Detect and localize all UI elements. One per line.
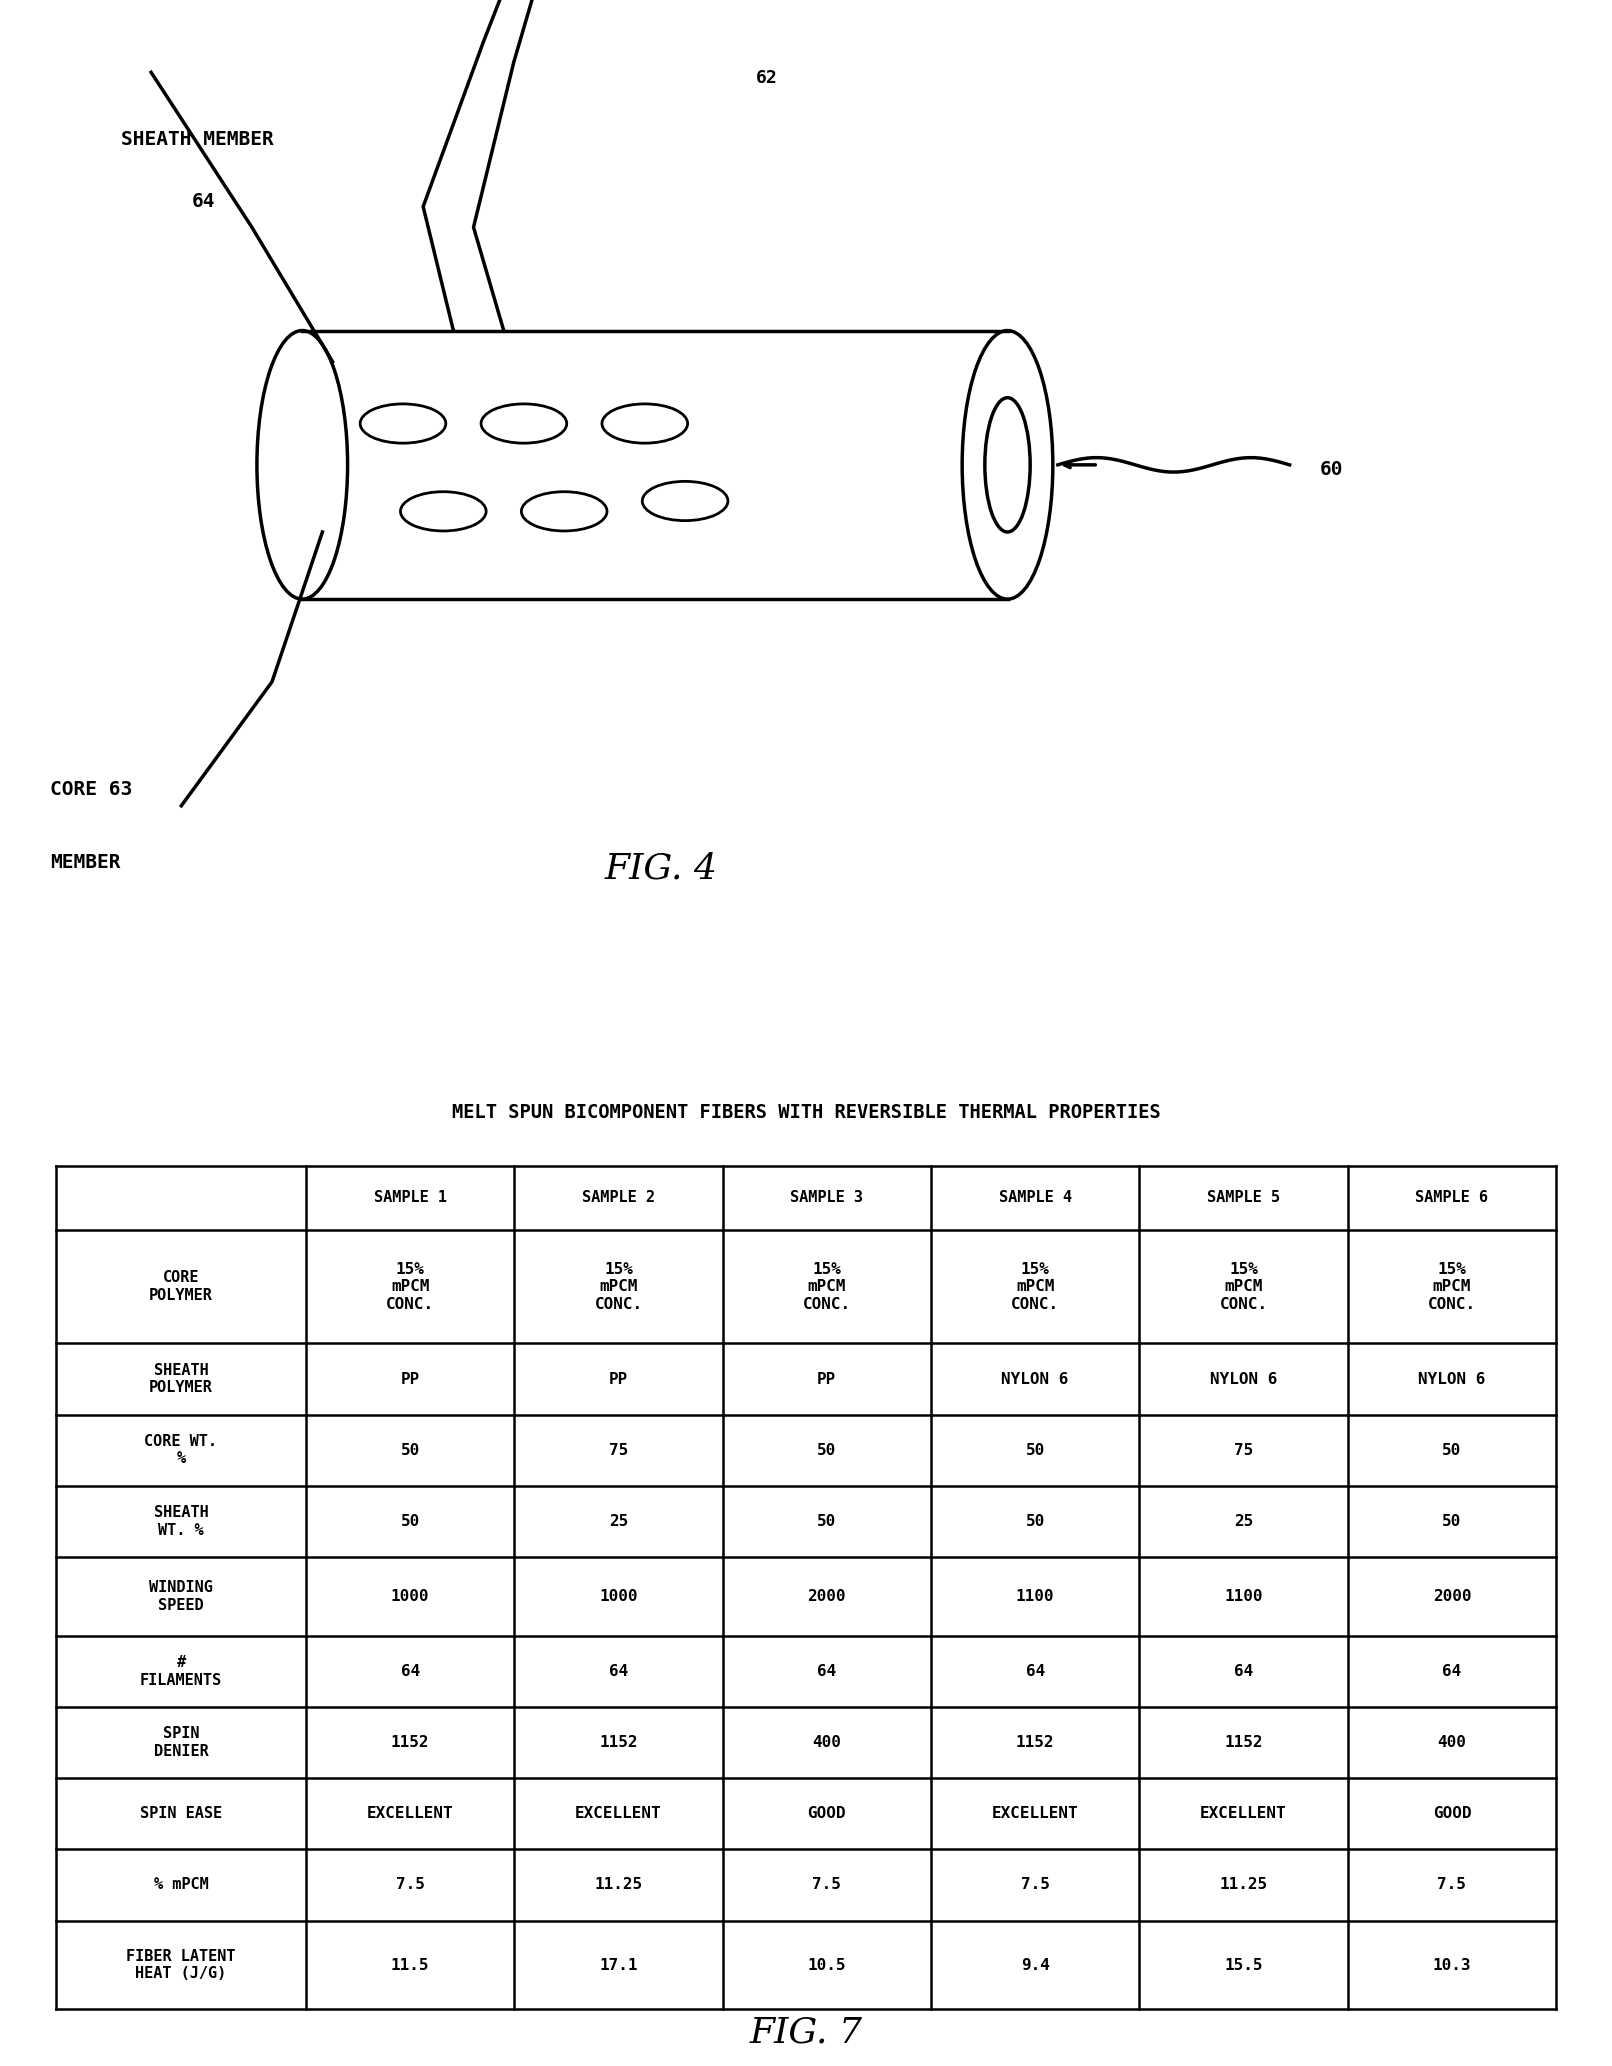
Text: CORE WT.
%: CORE WT. % bbox=[145, 1434, 218, 1467]
Text: 7.5: 7.5 bbox=[812, 1878, 841, 1892]
Text: 1152: 1152 bbox=[1016, 1735, 1054, 1750]
Text: NYLON 6: NYLON 6 bbox=[1001, 1372, 1069, 1386]
Text: 15%
mPCM
CONC.: 15% mPCM CONC. bbox=[385, 1262, 434, 1312]
Text: MELT SPUN BICOMPONENT FIBERS WITH REVERSIBLE THERMAL PROPERTIES: MELT SPUN BICOMPONENT FIBERS WITH REVERS… bbox=[451, 1103, 1161, 1122]
Text: FIG. 4: FIG. 4 bbox=[604, 851, 717, 884]
Text: 50: 50 bbox=[1443, 1442, 1462, 1459]
Text: 50: 50 bbox=[817, 1514, 837, 1529]
Text: 60: 60 bbox=[1320, 461, 1343, 479]
Text: NYLON 6: NYLON 6 bbox=[1211, 1372, 1277, 1386]
Text: 64: 64 bbox=[192, 192, 214, 211]
Text: 400: 400 bbox=[812, 1735, 841, 1750]
Text: SHEATH
POLYMER: SHEATH POLYMER bbox=[148, 1364, 213, 1395]
Text: PP: PP bbox=[400, 1372, 419, 1386]
Text: 7.5: 7.5 bbox=[1438, 1878, 1467, 1892]
Text: SAMPLE 1: SAMPLE 1 bbox=[374, 1190, 447, 1204]
Text: 1152: 1152 bbox=[1224, 1735, 1262, 1750]
Text: 1100: 1100 bbox=[1016, 1589, 1054, 1603]
Text: #
FILAMENTS: # FILAMENTS bbox=[140, 1655, 222, 1688]
Text: SPIN
DENIER: SPIN DENIER bbox=[153, 1727, 208, 1758]
Text: 25: 25 bbox=[1233, 1514, 1253, 1529]
Text: SAMPLE 5: SAMPLE 5 bbox=[1207, 1190, 1280, 1204]
Text: 7.5: 7.5 bbox=[1020, 1878, 1049, 1892]
Text: 15%
mPCM
CONC.: 15% mPCM CONC. bbox=[803, 1262, 851, 1312]
Text: 64: 64 bbox=[1025, 1663, 1045, 1680]
Text: 50: 50 bbox=[1443, 1514, 1462, 1529]
Text: GOOD: GOOD bbox=[1433, 1806, 1472, 1822]
Text: SAMPLE 3: SAMPLE 3 bbox=[790, 1190, 864, 1204]
Text: 75: 75 bbox=[1233, 1442, 1253, 1459]
Text: 11.25: 11.25 bbox=[1219, 1878, 1267, 1892]
Text: MEMBER: MEMBER bbox=[50, 853, 121, 872]
Text: 17.1: 17.1 bbox=[600, 1957, 638, 1973]
Text: 9.4: 9.4 bbox=[1020, 1957, 1049, 1973]
Text: 1152: 1152 bbox=[600, 1735, 638, 1750]
Text: 11.5: 11.5 bbox=[390, 1957, 429, 1973]
Text: 400: 400 bbox=[1438, 1735, 1467, 1750]
Text: 11.25: 11.25 bbox=[595, 1878, 643, 1892]
Text: 75: 75 bbox=[609, 1442, 629, 1459]
Text: SHEATH MEMBER: SHEATH MEMBER bbox=[121, 130, 274, 149]
Text: 50: 50 bbox=[400, 1442, 419, 1459]
Text: 2000: 2000 bbox=[1433, 1589, 1472, 1603]
Text: 50: 50 bbox=[1025, 1514, 1045, 1529]
Text: 15.5: 15.5 bbox=[1224, 1957, 1262, 1973]
Text: PP: PP bbox=[609, 1372, 629, 1386]
Text: SAMPLE 4: SAMPLE 4 bbox=[999, 1190, 1072, 1204]
Text: GOOD: GOOD bbox=[808, 1806, 846, 1822]
Text: 7.5: 7.5 bbox=[395, 1878, 424, 1892]
Text: 64: 64 bbox=[817, 1663, 837, 1680]
Text: 15%
mPCM
CONC.: 15% mPCM CONC. bbox=[1219, 1262, 1267, 1312]
Text: 10.5: 10.5 bbox=[808, 1957, 846, 1973]
Text: EXCELLENT: EXCELLENT bbox=[575, 1806, 663, 1822]
Text: SPIN EASE: SPIN EASE bbox=[140, 1806, 222, 1822]
Text: SHEATH
WT. %: SHEATH WT. % bbox=[153, 1506, 208, 1537]
Text: 25: 25 bbox=[609, 1514, 629, 1529]
Text: FIBER LATENT
HEAT (J/G): FIBER LATENT HEAT (J/G) bbox=[126, 1948, 235, 1981]
Text: CORE
POLYMER: CORE POLYMER bbox=[148, 1271, 213, 1304]
Text: PP: PP bbox=[817, 1372, 837, 1386]
Text: 1152: 1152 bbox=[390, 1735, 429, 1750]
Text: EXCELLENT: EXCELLENT bbox=[368, 1806, 453, 1822]
Text: 64: 64 bbox=[400, 1663, 419, 1680]
Text: 2000: 2000 bbox=[808, 1589, 846, 1603]
Text: 50: 50 bbox=[817, 1442, 837, 1459]
Text: 15%
mPCM
CONC.: 15% mPCM CONC. bbox=[1428, 1262, 1477, 1312]
Text: 15%
mPCM
CONC.: 15% mPCM CONC. bbox=[1011, 1262, 1059, 1312]
Text: CORE 63: CORE 63 bbox=[50, 781, 132, 800]
Text: 50: 50 bbox=[1025, 1442, 1045, 1459]
Text: EXCELLENT: EXCELLENT bbox=[991, 1806, 1078, 1822]
Text: SAMPLE 6: SAMPLE 6 bbox=[1415, 1190, 1488, 1204]
Text: NYLON 6: NYLON 6 bbox=[1419, 1372, 1486, 1386]
Text: 1000: 1000 bbox=[390, 1589, 429, 1603]
Text: 10.3: 10.3 bbox=[1433, 1957, 1472, 1973]
Text: 50: 50 bbox=[400, 1514, 419, 1529]
Text: EXCELLENT: EXCELLENT bbox=[1201, 1806, 1286, 1822]
Text: 15%
mPCM
CONC.: 15% mPCM CONC. bbox=[595, 1262, 643, 1312]
Text: 64: 64 bbox=[609, 1663, 629, 1680]
Text: 1100: 1100 bbox=[1224, 1589, 1262, 1603]
Text: 1000: 1000 bbox=[600, 1589, 638, 1603]
Text: SAMPLE 2: SAMPLE 2 bbox=[582, 1190, 654, 1204]
Text: WINDING
SPEED: WINDING SPEED bbox=[148, 1580, 213, 1614]
Text: FIG. 7: FIG. 7 bbox=[750, 2016, 862, 2049]
Text: 62: 62 bbox=[756, 68, 777, 87]
Text: 64: 64 bbox=[1233, 1663, 1253, 1680]
Text: 64: 64 bbox=[1443, 1663, 1462, 1680]
Text: % mPCM: % mPCM bbox=[153, 1878, 208, 1892]
